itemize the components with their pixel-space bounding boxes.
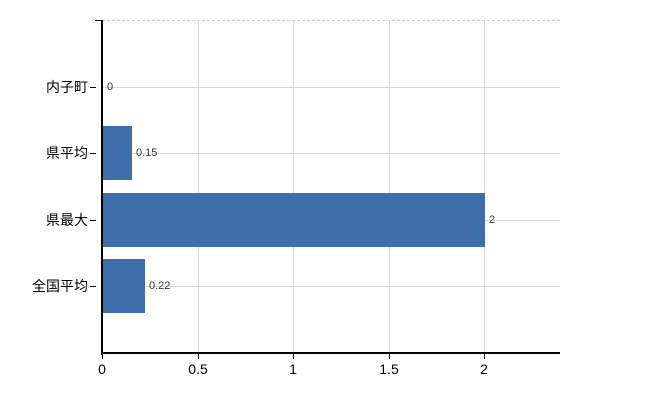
gridline-vertical	[293, 20, 294, 353]
gridline-vertical	[198, 20, 199, 353]
x-axis-tick	[389, 354, 390, 359]
y-axis-line	[101, 20, 103, 355]
bar-value-label: 0	[107, 81, 114, 93]
gridline-vertical	[484, 20, 485, 353]
bar-value-label: 0.15	[136, 147, 158, 159]
bar	[103, 193, 485, 247]
y-axis-tick	[90, 153, 96, 154]
x-axis-tick	[484, 354, 485, 359]
gridline-vertical	[389, 20, 390, 353]
bar-value-label: 0.22	[149, 280, 171, 292]
gridline-horizontal	[102, 153, 560, 154]
category-label: 内子町	[46, 79, 88, 95]
bar	[103, 259, 145, 313]
plot-top-border	[102, 20, 560, 21]
gridline-horizontal	[102, 286, 560, 287]
bar-value-label: 2	[489, 214, 496, 226]
x-tick-label: 0.5	[188, 361, 208, 377]
y-axis-tick	[90, 220, 96, 221]
x-axis-tick	[198, 354, 199, 359]
x-tick-label: 1	[289, 361, 297, 377]
x-tick-label: 1.5	[379, 361, 399, 377]
y-axis-tick	[90, 87, 96, 88]
x-tick-label: 2	[480, 361, 488, 377]
y-axis-end-tick	[95, 20, 101, 21]
category-label: 県平均	[46, 145, 88, 161]
x-axis-tick	[293, 354, 294, 359]
category-label: 県最大	[46, 212, 88, 228]
x-tick-label: 0	[98, 361, 106, 377]
gridline-horizontal	[102, 87, 560, 88]
x-axis-line	[101, 352, 560, 354]
y-axis-tick	[90, 286, 96, 287]
x-axis-tick	[102, 354, 103, 359]
category-label: 全国平均	[32, 278, 88, 294]
bar	[103, 126, 132, 180]
